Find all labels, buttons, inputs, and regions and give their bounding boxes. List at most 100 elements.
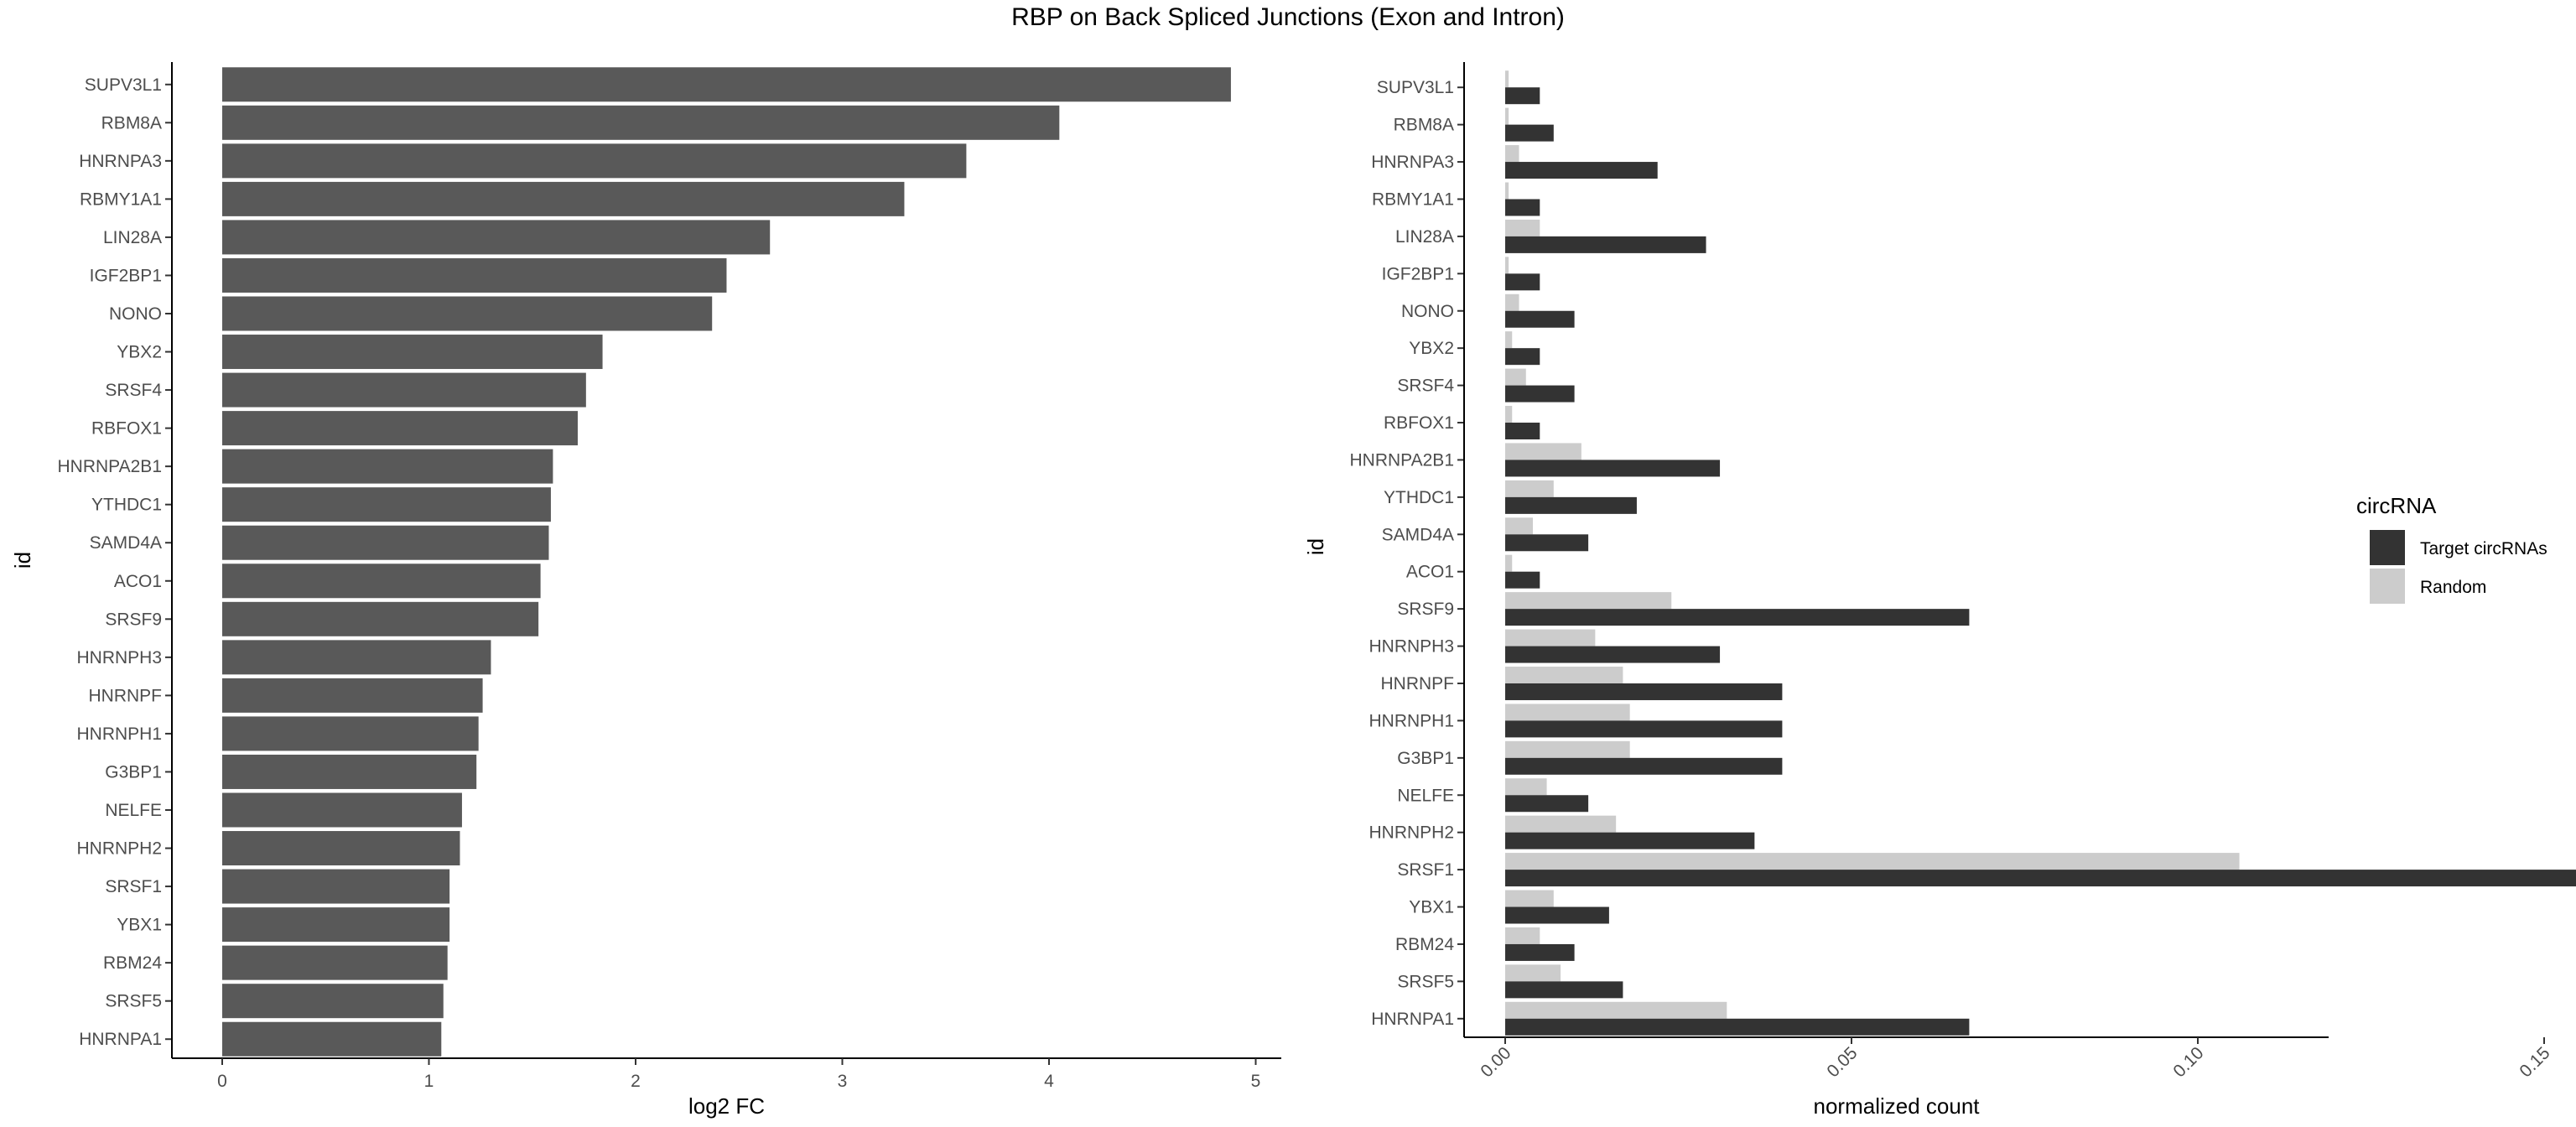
legend-key <box>2370 530 2405 565</box>
bar-log2fc <box>222 984 444 1019</box>
bar-random <box>1505 629 1596 647</box>
y-tick-label: NONO <box>109 304 162 324</box>
bar-log2fc <box>222 411 578 446</box>
chart-title: RBP on Back Spliced Junctions (Exon and … <box>1011 3 1565 31</box>
y-tick-label: RBM8A <box>101 113 162 132</box>
y-tick-label: YBX1 <box>117 916 162 935</box>
x-tick-label: 0 <box>217 1072 227 1091</box>
y-tick-label: HNRNPH3 <box>1368 637 1454 657</box>
y-tick-label: HNRNPH1 <box>1368 711 1454 730</box>
bar-random <box>1505 480 1554 497</box>
y-axis-title: id <box>10 552 35 569</box>
y-tick-label: SRSF5 <box>1397 972 1454 991</box>
bar-log2fc <box>222 640 491 675</box>
y-tick-label: HNRNPA3 <box>79 152 162 171</box>
bar-log2fc <box>222 945 448 980</box>
y-tick-label: ACO1 <box>1406 563 1454 582</box>
bar-random <box>1505 331 1513 349</box>
bar-random <box>1505 740 1630 758</box>
x-tick-label: 0.15 <box>2516 1043 2553 1081</box>
y-tick-label: SUPV3L1 <box>1377 78 1454 97</box>
bar-log2fc <box>222 67 1231 102</box>
y-tick-label: HNRNPA1 <box>1371 1010 1454 1029</box>
bar-random <box>1505 219 1540 236</box>
bar-random <box>1505 517 1534 535</box>
bar-random <box>1505 145 1519 163</box>
bar-target-circrnas <box>1505 124 1554 142</box>
bar-log2fc <box>222 716 479 751</box>
bar-log2fc <box>222 487 551 522</box>
bar-target-circrnas <box>1505 87 1540 105</box>
bar-log2fc <box>222 257 727 293</box>
y-tick-label: SRSF5 <box>105 992 162 1011</box>
y-tick-label: SRSF9 <box>105 610 162 629</box>
y-tick-label: IGF2BP1 <box>90 266 162 285</box>
bar-target-circrnas <box>1505 385 1575 402</box>
y-tick-label: SRSF9 <box>1397 600 1454 619</box>
bar-target-circrnas <box>1505 906 1609 924</box>
y-tick-label: RBM8A <box>1394 116 1454 135</box>
bar-target-circrnas <box>1505 496 1637 514</box>
x-axis-title: normalized count <box>1814 1093 1981 1119</box>
bar-random <box>1505 853 2240 870</box>
bar-target-circrnas <box>1505 571 1540 589</box>
bar-log2fc <box>222 907 450 943</box>
bar-target-circrnas <box>1505 981 1623 999</box>
x-axis-title: log2 FC <box>688 1093 765 1119</box>
y-tick-label: HNRNPA2B1 <box>58 457 162 476</box>
bar-random <box>1505 666 1623 683</box>
y-tick-label: HNRNPH2 <box>76 839 162 859</box>
bar-target-circrnas <box>1505 310 1575 328</box>
panel-log2fc: SUPV3L1 RBM8A HNRNPA3 RBMY1A1 LIN28A IGF2BP1 N… <box>10 62 1281 1119</box>
bar-random <box>1505 293 1519 311</box>
y-tick-label: HNRNPH3 <box>76 648 162 667</box>
panel-normalized-count: SUPV3L1 RBM8A HNRNPA3 RBMY1A1 LIN28A IGF2BP1 N… <box>1303 62 2576 1119</box>
y-tick-label: YTHDC1 <box>1384 488 1454 507</box>
bar-target-circrnas <box>1505 943 1575 961</box>
bar-target-circrnas <box>1505 460 1721 477</box>
y-tick-label: G3BP1 <box>105 762 162 782</box>
y-tick-label: SRSF1 <box>1397 860 1454 880</box>
x-tick-label: 4 <box>1044 1072 1054 1091</box>
y-tick-label: G3BP1 <box>1397 749 1454 768</box>
y-axis-title: id <box>1303 538 1328 555</box>
y-tick-label: HNRNPA2B1 <box>1350 450 1454 470</box>
bar-log2fc <box>222 831 460 866</box>
bar-random <box>1505 964 1561 982</box>
bar-log2fc <box>222 564 541 599</box>
legend: circRNA Target circRNAs Random <box>2356 493 2547 604</box>
bar-random <box>1505 704 1630 721</box>
bar-log2fc <box>222 296 713 331</box>
y-tick-label: NONO <box>1401 302 1454 321</box>
bar-log2fc <box>222 678 483 713</box>
y-tick-label: SAMD4A <box>1382 525 1454 544</box>
bar-target-circrnas <box>1505 757 1783 775</box>
bar-target-circrnas <box>1505 199 1540 216</box>
y-tick-label: ACO1 <box>114 572 162 591</box>
bar-log2fc <box>222 1021 442 1057</box>
bar-log2fc <box>222 525 549 560</box>
bar-log2fc <box>222 372 586 408</box>
bar-log2fc <box>222 754 477 789</box>
y-tick-label: SRSF4 <box>1397 377 1454 396</box>
y-tick-label: HNRNPA1 <box>79 1030 162 1049</box>
x-tick-label: 5 <box>1251 1072 1261 1091</box>
y-tick-label: LIN28A <box>103 228 162 247</box>
bar-target-circrnas <box>1505 534 1589 552</box>
bar-target-circrnas <box>1505 609 1970 626</box>
bar-target-circrnas <box>1505 1018 1970 1036</box>
bar-random <box>1505 70 1509 88</box>
x-tick-label: 0.00 <box>1477 1043 1514 1081</box>
bar-log2fc <box>222 869 450 904</box>
x-tick-label: 3 <box>838 1072 848 1091</box>
bar-target-circrnas <box>1505 795 1589 813</box>
bar-random <box>1505 778 1547 796</box>
bar-random <box>1505 927 1540 944</box>
bar-target-circrnas <box>1505 870 2576 887</box>
bar-target-circrnas <box>1505 423 1540 440</box>
legend-label: Target circRNAs <box>2420 539 2547 558</box>
y-tick-label: LIN28A <box>1395 227 1454 247</box>
bar-target-circrnas <box>1505 273 1540 291</box>
bar-target-circrnas <box>1505 720 1783 738</box>
y-tick-label: NELFE <box>1397 786 1454 805</box>
